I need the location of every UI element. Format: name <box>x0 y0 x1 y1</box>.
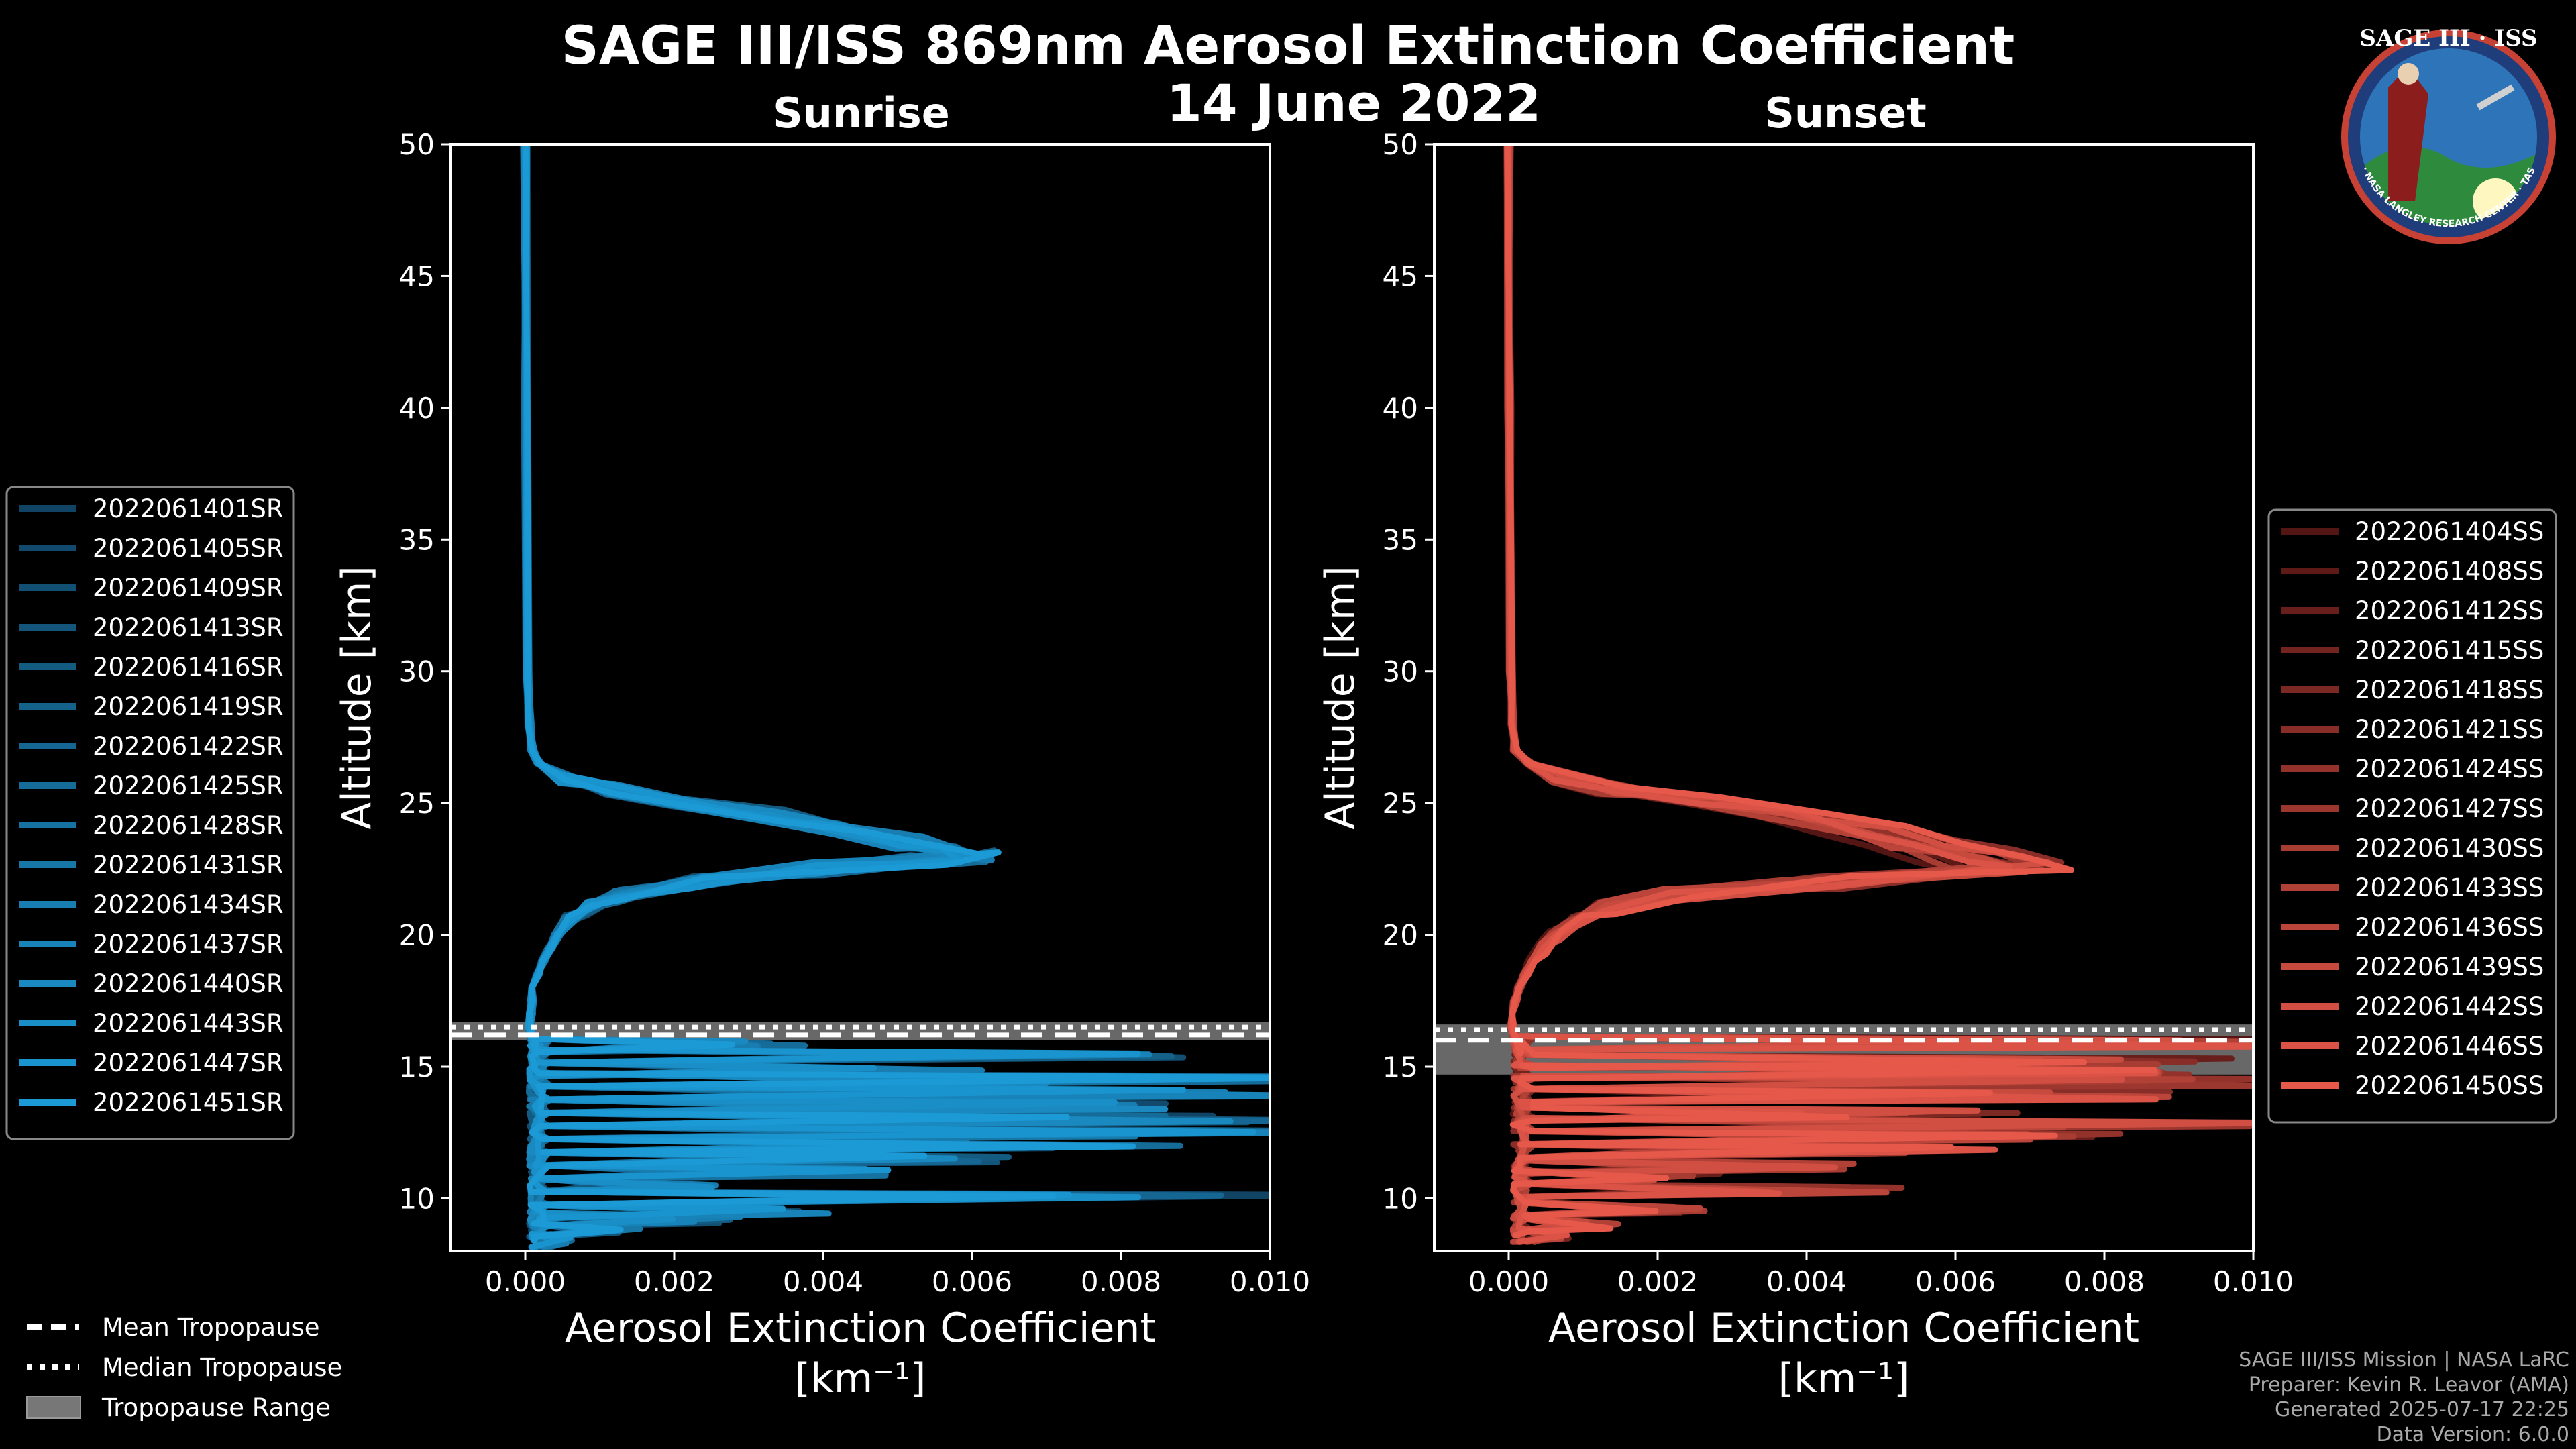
sunset-xaxis-unit: [km⁻¹] <box>1778 1355 1910 1402</box>
median-tropopause-label: Median Tropopause <box>102 1353 342 1382</box>
sunrise-ytick-label: 45 <box>399 260 435 292</box>
sunrise-ytick-label: 15 <box>399 1051 435 1083</box>
legend-label-2022061440SR: 2022061440SR <box>93 969 284 998</box>
legend-label-2022061436SS: 2022061436SS <box>2355 913 2544 942</box>
legend-label-2022061405SR: 2022061405SR <box>93 534 284 563</box>
credit-preparer: Preparer: Kevin R. Leavor (AMA) <box>2249 1373 2569 1397</box>
legend-label-2022061408SS: 2022061408SS <box>2355 557 2544 586</box>
legend-label-2022061431SR: 2022061431SR <box>93 851 284 879</box>
credit-mission: SAGE III/ISS Mission | NASA LaRC <box>2239 1348 2569 1372</box>
legend-label-2022061443SR: 2022061443SR <box>93 1009 284 1038</box>
tropopause-range-label: Tropopause Range <box>101 1393 331 1422</box>
credit-generated: Generated 2025-07-17 22:25 <box>2275 1398 2569 1421</box>
legend-label-2022061427SS: 2022061427SS <box>2355 794 2544 823</box>
legend-label-2022061428SR: 2022061428SR <box>93 811 284 840</box>
legend-label-2022061419SR: 2022061419SR <box>93 692 284 721</box>
legend-label-2022061409SR: 2022061409SR <box>93 574 284 602</box>
legend-label-2022061425SR: 2022061425SR <box>93 771 284 800</box>
legend-label-2022061450SS: 2022061450SS <box>2355 1071 2544 1100</box>
sunset-plot-frame <box>1433 143 2255 1252</box>
legend-label-2022061437SR: 2022061437SR <box>93 930 284 959</box>
sunrise-ytick-label: 10 <box>399 1182 435 1215</box>
sunrise-legend: 2022061401SR 2022061405SR 2022061409SR 2022… <box>5 486 295 1140</box>
legend-label-2022061439SS: 2022061439SS <box>2355 953 2544 981</box>
chart-subtitle-date: 14 June 2022 <box>1167 73 1541 133</box>
legend-label-2022061415SS: 2022061415SS <box>2355 636 2544 665</box>
sunset-xtick-label: 0.008 <box>2064 1265 2145 1298</box>
legend-label-2022061413SR: 2022061413SR <box>93 613 284 642</box>
sunrise-xtick-label: 0.004 <box>783 1265 863 1298</box>
tropopause-range-swatch <box>26 1396 81 1419</box>
sunset-ytick-label: 20 <box>1383 919 1418 952</box>
sunrise-xaxis-label: Aerosol Extinction Coefficient <box>565 1305 1156 1352</box>
sunset-legend: 2022061404SS 2022061408SS 2022061412SS 2022… <box>2267 508 2557 1124</box>
sunrise-ytick-label: 30 <box>399 655 435 688</box>
sunrise-xtick-label: 0.010 <box>1230 1265 1310 1298</box>
sunset-ytick-label: 40 <box>1383 392 1418 425</box>
sunrise-xtick-label: 0.000 <box>485 1265 566 1298</box>
legend-label-2022061447SR: 2022061447SR <box>93 1049 284 1077</box>
sunset-xtick-label: 0.010 <box>2213 1265 2294 1298</box>
legend-label-2022061404SS: 2022061404SS <box>2355 517 2544 546</box>
legend-label-2022061421SS: 2022061421SS <box>2355 715 2544 744</box>
legend-label-2022061412SS: 2022061412SS <box>2355 596 2544 625</box>
sunset-ytick-label: 10 <box>1383 1182 1418 1215</box>
sunset-ytick-label: 35 <box>1383 523 1418 556</box>
sunrise-legend-box <box>5 486 295 1140</box>
sunset-ytick-label: 25 <box>1383 787 1418 820</box>
tropopause-legend: Mean Tropopause Median Tropopause Tropop… <box>26 1313 342 1422</box>
sunset-yaxis-label: Altitude [km] <box>1317 566 1364 830</box>
profile-line-2022061451SR <box>522 144 1270 1244</box>
sunset-ytick-label: 50 <box>1383 128 1418 161</box>
sunset-ytick-label: 30 <box>1383 655 1418 688</box>
legend-label-2022061430SS: 2022061430SS <box>2355 834 2544 863</box>
sunset-xtick-label: 0.000 <box>1468 1265 1549 1298</box>
sunrise-xtick-label: 0.006 <box>932 1265 1012 1298</box>
sunrise-ytick-label: 25 <box>399 787 435 820</box>
sunrise-panel-title: Sunrise <box>773 89 950 138</box>
credits: SAGE III/ISS Mission | NASA LaRC Prepare… <box>2239 1348 2569 1446</box>
sunrise-yaxis-label: Altitude [km] <box>333 566 380 830</box>
legend-label-2022061434SR: 2022061434SR <box>93 890 284 919</box>
mean-tropopause-label: Mean Tropopause <box>102 1313 320 1342</box>
sunset-ytick-label: 45 <box>1383 260 1418 292</box>
logo-figure-head <box>2398 63 2419 85</box>
sunrise-panel: 10 15 20 25 30 35 40 45 50 0.000 0.002 0.004 0.006 0.… <box>333 128 1310 1402</box>
logo-top-text: SAGE III · ISS <box>2359 25 2537 52</box>
sunrise-ytick-label: 35 <box>399 523 435 556</box>
legend-label-2022061422SR: 2022061422SR <box>93 732 284 761</box>
sunset-ytick-label: 15 <box>1383 1051 1418 1083</box>
sunrise-plot-frame <box>449 143 1271 1252</box>
sunrise-xaxis-unit: [km⁻¹] <box>795 1355 926 1402</box>
legend-label-2022061442SS: 2022061442SS <box>2355 992 2544 1021</box>
sunset-xtick-label: 0.002 <box>1617 1265 1698 1298</box>
sunset-panel-title: Sunset <box>1764 89 1927 138</box>
legend-label-2022061418SS: 2022061418SS <box>2355 676 2544 704</box>
legend-label-2022061424SS: 2022061424SS <box>2355 755 2544 784</box>
logo-figure-robe <box>2388 67 2428 201</box>
profile-line-2022061450SS <box>1504 144 2158 1238</box>
chart-title: SAGE III/ISS 869nm Aerosol Extinction Co… <box>561 16 2015 76</box>
logo-station <box>2476 84 2515 111</box>
sunset-xtick-label: 0.004 <box>1766 1265 1847 1298</box>
sunrise-ytick-label: 50 <box>399 128 435 161</box>
sunset-plot-area <box>1434 144 2253 1245</box>
sunset-xaxis-label: Aerosol Extinction Coefficient <box>1548 1305 2139 1352</box>
sunset-xtick-label: 0.006 <box>1915 1265 1996 1298</box>
sunrise-xtick-label: 0.008 <box>1081 1265 1161 1298</box>
sunset-legend-box <box>2267 508 2557 1124</box>
sunrise-ytick-label: 40 <box>399 392 435 425</box>
sunrise-ytick-label: 20 <box>399 919 435 952</box>
legend-label-2022061416SR: 2022061416SR <box>93 653 284 682</box>
legend-label-2022061401SR: 2022061401SR <box>93 494 284 523</box>
legend-label-2022061433SS: 2022061433SS <box>2355 873 2544 902</box>
sunset-panel: 10 15 20 25 30 35 40 45 50 0.000 0.002 0.004 0.006 0.… <box>1317 128 2294 1402</box>
sunrise-xtick-label: 0.002 <box>634 1265 714 1298</box>
legend-label-2022061446SS: 2022061446SS <box>2355 1032 2544 1061</box>
sunrise-plot-area <box>451 144 1270 1250</box>
legend-label-2022061451SR: 2022061451SR <box>93 1088 284 1117</box>
credit-data-version: Data Version: 6.0.0 <box>2377 1423 2569 1446</box>
